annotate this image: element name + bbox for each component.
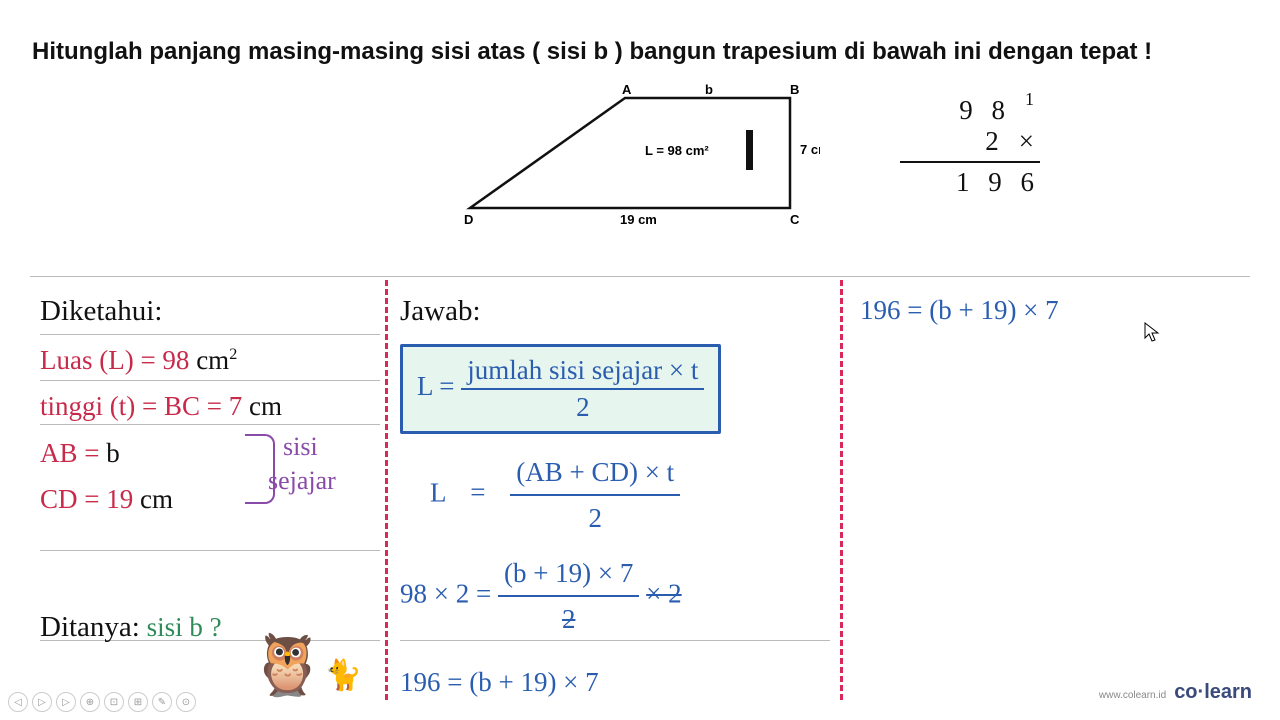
mascot-icon: 🦉🐈	[250, 629, 362, 700]
heading-diketahui: Diketahui:	[40, 290, 370, 334]
control-button[interactable]: ⊞	[128, 692, 148, 712]
divider	[30, 276, 1250, 277]
svg-text:D: D	[464, 212, 473, 227]
trapezoid-diagram: A B C D b L = 98 cm² 7 cm 19 cm	[450, 80, 820, 230]
control-button[interactable]: ⊙	[176, 692, 196, 712]
brand-logo: www.colearn.idco·learn	[1099, 681, 1252, 704]
player-controls: ◁ ▷ ▷ ⊕ ⊡ ⊞ ✎ ⊙	[8, 692, 196, 712]
svg-text:b: b	[705, 82, 713, 97]
control-button[interactable]: ⊕	[80, 692, 100, 712]
control-button[interactable]: ⊡	[104, 692, 124, 712]
svg-text:7 cm: 7 cm	[800, 142, 820, 157]
diketahui-column: Diketahui: Luas (L) = 98 cm2 tinggi (t) …	[40, 284, 370, 655]
side-multiplication: 9 81 2× 1 9 6	[900, 95, 1040, 198]
jawab-column: Jawab: L = jumlah sisi sejajar × t2 L = …	[400, 284, 840, 708]
control-button[interactable]: ✎	[152, 692, 172, 712]
svg-text:19 cm: 19 cm	[620, 212, 657, 227]
column-divider	[385, 280, 388, 700]
column-divider	[840, 280, 843, 700]
cursor-icon	[1144, 322, 1160, 344]
svg-text:L = 98 cm²: L = 98 cm²	[645, 143, 709, 158]
result-column: 196 = (b + 19) × 7	[860, 284, 1260, 337]
play-button[interactable]: ▷	[32, 692, 52, 712]
heading-jawab: Jawab:	[400, 290, 840, 334]
svg-text:A: A	[622, 82, 632, 97]
svg-text:C: C	[790, 212, 800, 227]
formula-box: L = jumlah sisi sejajar × t2	[400, 344, 721, 434]
svg-text:B: B	[790, 82, 799, 97]
next-button[interactable]: ▷	[56, 692, 76, 712]
question-text: Hitunglah panjang masing-masing sisi ata…	[32, 38, 1248, 66]
prev-button[interactable]: ◁	[8, 692, 28, 712]
